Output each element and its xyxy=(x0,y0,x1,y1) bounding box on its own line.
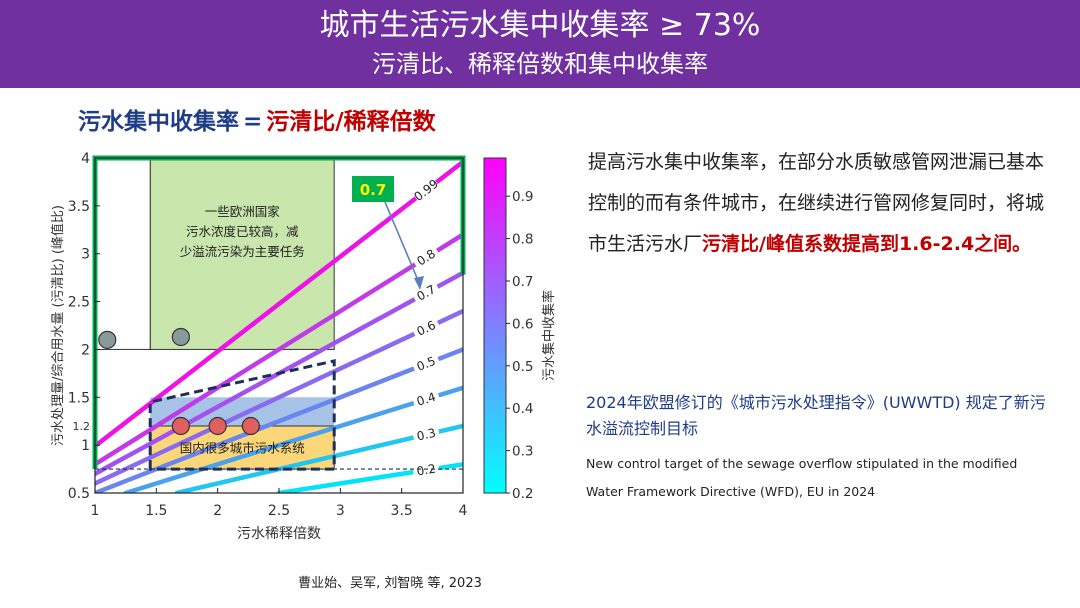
formula: 污水集中收集率 = 污清比/稀释倍数 xyxy=(78,102,436,136)
contour-label-group-0.3: 0.3 xyxy=(411,423,441,444)
contour-label-group-0.7: 0.7 xyxy=(410,279,441,305)
colorbar xyxy=(483,157,507,494)
contour-label-bg-0.3 xyxy=(411,423,441,444)
data-point-red-2 xyxy=(241,416,260,436)
x-tick-1.5: 1.5 xyxy=(145,503,167,519)
contour-label-0.3: 0.3 xyxy=(415,426,437,444)
colorbar-tick-0.3: 0.3 xyxy=(512,444,533,460)
europe-box-text-1: 污水浓度已较高，减 xyxy=(186,224,299,239)
colorbar-tick-0.7: 0.7 xyxy=(512,274,533,290)
contour-label-bg-0.7 xyxy=(410,279,441,305)
contour-label-bg-0.99 xyxy=(411,175,441,203)
contour-label-bg-0.6 xyxy=(411,315,441,340)
europe-box-text-2: 少溢流污染为主要任务 xyxy=(180,244,305,259)
y-tick-1.5: 1.5 xyxy=(68,390,90,406)
europe-region-box xyxy=(149,157,335,350)
y-tick-2.5: 2.5 xyxy=(68,295,90,311)
contour-chart: 0.20.30.40.50.60.70.80.99一些欧洲国家污水浓度已较高，减… xyxy=(50,151,557,542)
contour-label-group-0.6: 0.6 xyxy=(411,315,441,340)
y-tick-1: 1 xyxy=(81,438,90,454)
formula-lhs: 污水集中收集率 xyxy=(78,109,239,135)
contour-label-group-0.5: 0.5 xyxy=(411,351,441,375)
colorbar-tick-0.4: 0.4 xyxy=(512,401,533,417)
policy-highlight: 污清比/峰值系数提高到1.6-2.4之间。 xyxy=(702,233,1032,255)
y-tick-extra: 1.2 xyxy=(73,420,91,433)
annotation-box xyxy=(352,176,394,202)
formula-rhs: 污清比/稀释倍数 xyxy=(266,109,436,135)
y-tick-0.5: 0.5 xyxy=(68,486,90,502)
colorbar-tick-0.5: 0.5 xyxy=(512,359,533,375)
contour-label-group-0.4: 0.4 xyxy=(411,387,441,409)
eu-directive-zh: 2024年欧盟修订的《城市污水处理指令》(UWWTD) 规定了新污水溢流控制目标 xyxy=(586,393,1046,438)
contour-label-0.4: 0.4 xyxy=(415,390,437,409)
x-axis-label: 污水稀释倍数 xyxy=(237,526,321,542)
annotation-arrow-line xyxy=(384,201,421,286)
x-tick-2: 2 xyxy=(213,503,222,519)
contour-line-0.6 xyxy=(95,308,463,486)
x-tick-4: 4 xyxy=(459,503,468,519)
contour-line-0.99 xyxy=(95,159,463,449)
citation: 曹业始、吴军, 刘智晓 等, 2023 xyxy=(298,576,482,591)
contour-label-bg-0.4 xyxy=(411,387,441,409)
y-tick-3.5: 3.5 xyxy=(68,199,90,215)
data-point-red-1 xyxy=(208,416,227,436)
page-subtitle: 污清比、稀释倍数和集中收集率 xyxy=(372,50,708,78)
colorbar-tick-0.9: 0.9 xyxy=(512,189,533,205)
title-banner: 城市生活污水集中收集率 ≥ 73% 污清比、稀释倍数和集中收集率 xyxy=(0,0,1080,88)
contour-label-0.2: 0.2 xyxy=(416,462,437,479)
domestic-box-text: 国内很多城市污水系统 xyxy=(180,441,305,456)
europe-left-panel xyxy=(94,157,151,350)
data-point-gray-0 xyxy=(98,330,117,349)
data-point-gray-1 xyxy=(171,327,190,347)
y-tick-3: 3 xyxy=(81,247,90,263)
contour-line-0.8 xyxy=(95,232,463,467)
policy-paragraph: 提高污水集中收集率，在部分水质敏感管网泄漏已基本控制的而有条件城市，在继续进行管… xyxy=(588,142,1048,265)
colorbar-tick-0.8: 0.8 xyxy=(512,232,533,248)
y-axis-label: 污水处理量/综合用水量 (污清比) (峰值比) xyxy=(50,205,66,446)
x-tick-2.5: 2.5 xyxy=(268,503,290,519)
x-tick-1: 1 xyxy=(91,503,100,519)
y-tick-4: 4 xyxy=(81,151,90,167)
colorbar-tick-0.2: 0.2 xyxy=(512,486,533,502)
contour-label-bg-0.8 xyxy=(410,243,441,270)
formula-eq: = xyxy=(243,109,263,135)
annotation-label: 0.7 xyxy=(360,181,387,199)
eu-directive-en: New control target of the sewage overflo… xyxy=(586,456,1018,499)
colorbar-label: 污水集中收集率 xyxy=(541,290,557,381)
annotation-arrow-head xyxy=(414,276,424,290)
x-tick-3: 3 xyxy=(336,503,345,519)
contour-line-0.4 xyxy=(123,385,463,493)
page-title: 城市生活污水集中收集率 ≥ 73% xyxy=(319,8,761,43)
x-tick-3.5: 3.5 xyxy=(391,503,413,519)
colorbar-tick-0.6: 0.6 xyxy=(512,316,533,332)
europe-box-text-0: 一些欧洲国家 xyxy=(205,204,281,219)
contour-label-bg-0.5 xyxy=(411,351,441,375)
contour-label-0.5: 0.5 xyxy=(415,354,438,374)
contour-line-0.5 xyxy=(95,347,463,493)
policy-text: 提高污水集中收集率，在部分水质敏感管网泄漏已基本控制的而有条件城市，在继续进行管… xyxy=(588,151,1045,255)
data-point-red-0 xyxy=(171,416,190,436)
y-tick-2: 2 xyxy=(81,342,90,358)
